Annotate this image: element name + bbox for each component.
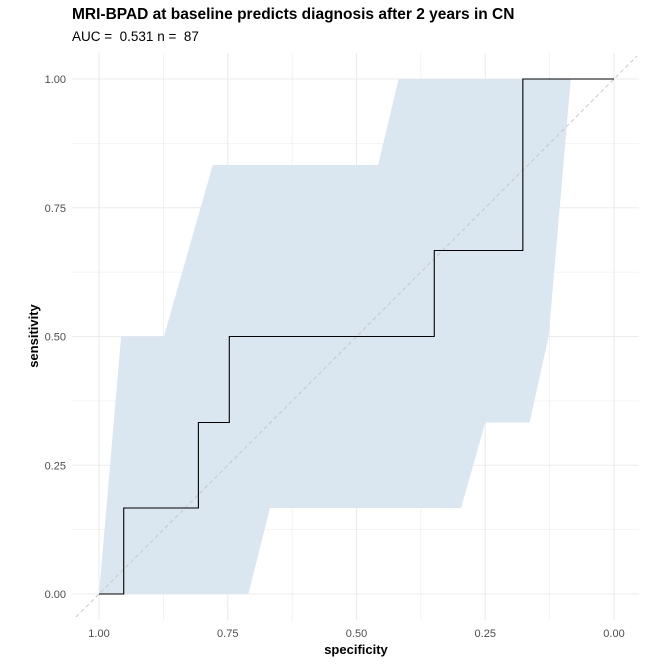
- y-tick-label: 0.50: [45, 332, 66, 344]
- y-axis-title: sensitivity: [26, 303, 41, 367]
- y-tick-label: 0.00: [45, 589, 66, 601]
- diagonal-layer: [75, 55, 638, 618]
- chart-title: MRI-BPAD at baseline predicts diagnosis …: [72, 6, 515, 23]
- x-tick-label: 0.00: [603, 628, 624, 640]
- y-tick-labels: 0.00 0.25 0.50 0.75 1.00: [45, 74, 66, 601]
- x-tick-label: 0.75: [217, 628, 238, 640]
- y-tick-label: 1.00: [45, 74, 66, 86]
- x-tick-labels: 1.00 0.75 0.50 0.25 0.00: [88, 628, 624, 640]
- auc-label: AUC =: [72, 29, 116, 44]
- auc-value: 0.531: [119, 29, 154, 44]
- n-value: 87: [183, 29, 199, 44]
- y-tick-label: 0.75: [45, 203, 66, 215]
- roc-curve: [99, 78, 614, 595]
- y-tick-label: 0.25: [45, 460, 66, 472]
- x-axis-title: specificity: [324, 642, 388, 657]
- n-label: n =: [157, 29, 181, 44]
- chart-subtitle: AUC = 0.531 n = 87: [72, 29, 199, 44]
- x-tick-label: 0.50: [346, 628, 367, 640]
- diagonal-reference-line: [75, 55, 638, 618]
- x-tick-label: 0.25: [475, 628, 496, 640]
- roc-curve-layer: [99, 78, 614, 595]
- x-tick-label: 1.00: [88, 628, 109, 640]
